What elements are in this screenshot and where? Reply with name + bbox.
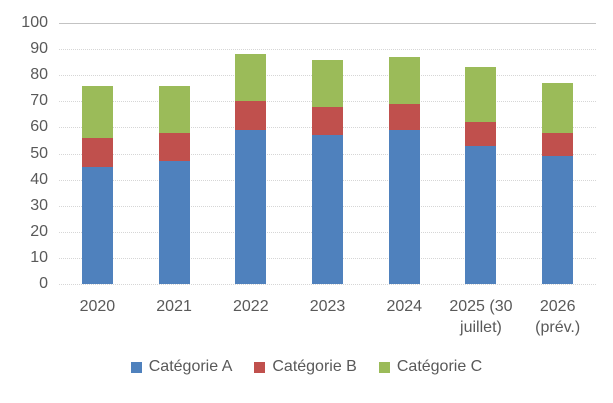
- y-tick-label: 30: [30, 196, 48, 214]
- x-tick-label: 2022: [212, 296, 289, 338]
- gridline-90: [59, 49, 596, 51]
- y-tick-label: 10: [30, 248, 48, 266]
- bar-segment-series-2: [465, 122, 497, 146]
- bar-segment-series-3: [81, 85, 113, 138]
- x-tick-label: 2023: [289, 296, 366, 338]
- x-tick-label: 2026 (prév.): [519, 296, 596, 338]
- bar-segment-series-1: [81, 166, 113, 284]
- x-tick-label-line: 2020: [79, 298, 116, 315]
- x-tick-label-line: 2026: [539, 298, 576, 315]
- x-tick-label-line: 2021: [156, 298, 192, 315]
- gridline-100: [59, 23, 596, 24]
- x-tick-label-line: 2024: [386, 298, 423, 315]
- y-tick-label: 20: [30, 222, 48, 240]
- legend-item-1: Catégorie A: [130, 358, 233, 376]
- bar-segment-series-2: [81, 137, 113, 167]
- y-tick-label: 60: [30, 118, 48, 136]
- legend-item-3: Catégorie C: [378, 358, 483, 376]
- y-tick-label: 40: [30, 170, 48, 188]
- bar-2020: [81, 85, 113, 284]
- legend-label: Catégorie C: [396, 358, 483, 375]
- bar-segment-series-1: [542, 156, 574, 284]
- bar-segment-series-1: [465, 145, 497, 284]
- bar-2024: [388, 56, 420, 284]
- plot-area: [59, 23, 596, 285]
- gridline-0: [59, 284, 596, 285]
- bar-segment-series-2: [235, 101, 267, 131]
- legend-item-2: Catégorie B: [254, 358, 357, 376]
- bar-segment-series-2: [158, 132, 190, 162]
- x-tick-label: 2020: [59, 296, 136, 338]
- y-tick-label: 70: [30, 92, 48, 110]
- x-tick-label: 2021: [136, 296, 213, 338]
- bar-2026-pr-v-: [542, 83, 574, 284]
- x-tick-label-line: 2025 (30: [449, 298, 513, 315]
- bar-segment-series-2: [542, 132, 574, 157]
- x-axis-labels: 2020 2021 2022 2023 2024 2025 (30 juillet) 2026…: [59, 296, 596, 338]
- y-tick-label: 50: [30, 144, 48, 162]
- bar-segment-series-3: [235, 54, 267, 102]
- bar-segment-series-3: [388, 56, 420, 104]
- bar-2022: [235, 54, 267, 284]
- y-tick-label: 80: [30, 66, 48, 84]
- bar-segment-series-2: [312, 106, 343, 136]
- bar-segment-series-1: [158, 161, 190, 284]
- x-tick-label-line: (prév.): [535, 319, 581, 336]
- bar-segment-series-3: [465, 67, 497, 123]
- bar-2025-30-juillet-: [465, 67, 497, 284]
- legend-label: Catégorie B: [272, 358, 357, 375]
- bar-2021: [158, 85, 190, 284]
- y-tick-label: 100: [21, 14, 48, 31]
- x-tick-label: 2024: [366, 296, 443, 338]
- y-axis-labels: 0 10 20 30 40 50 60 70 80 90 100: [0, 0, 48, 300]
- legend: Catégorie A Catégorie B Catégorie C: [0, 358, 613, 376]
- legend-swatch-icon: [254, 361, 266, 373]
- x-tick-label-line: 2023: [309, 298, 346, 315]
- bar-segment-series-1: [312, 135, 343, 284]
- x-tick-label: 2025 (30 juillet): [443, 296, 520, 338]
- bar-2023: [312, 59, 343, 284]
- bar-segment-series-1: [388, 130, 420, 284]
- bar-segment-series-3: [158, 85, 190, 133]
- bar-segment-series-3: [542, 83, 574, 133]
- y-tick-label: 90: [30, 40, 48, 58]
- x-tick-label-line: juillet): [460, 319, 502, 336]
- legend-swatch-icon: [378, 361, 390, 373]
- y-tick-label: 0: [39, 275, 48, 292]
- bar-segment-series-1: [235, 130, 267, 284]
- x-tick-label-line: 2022: [233, 298, 269, 315]
- legend-label: Catégorie A: [148, 358, 233, 375]
- legend-swatch-icon: [130, 361, 142, 373]
- bar-segment-series-2: [388, 103, 420, 131]
- bar-segment-series-3: [312, 59, 343, 107]
